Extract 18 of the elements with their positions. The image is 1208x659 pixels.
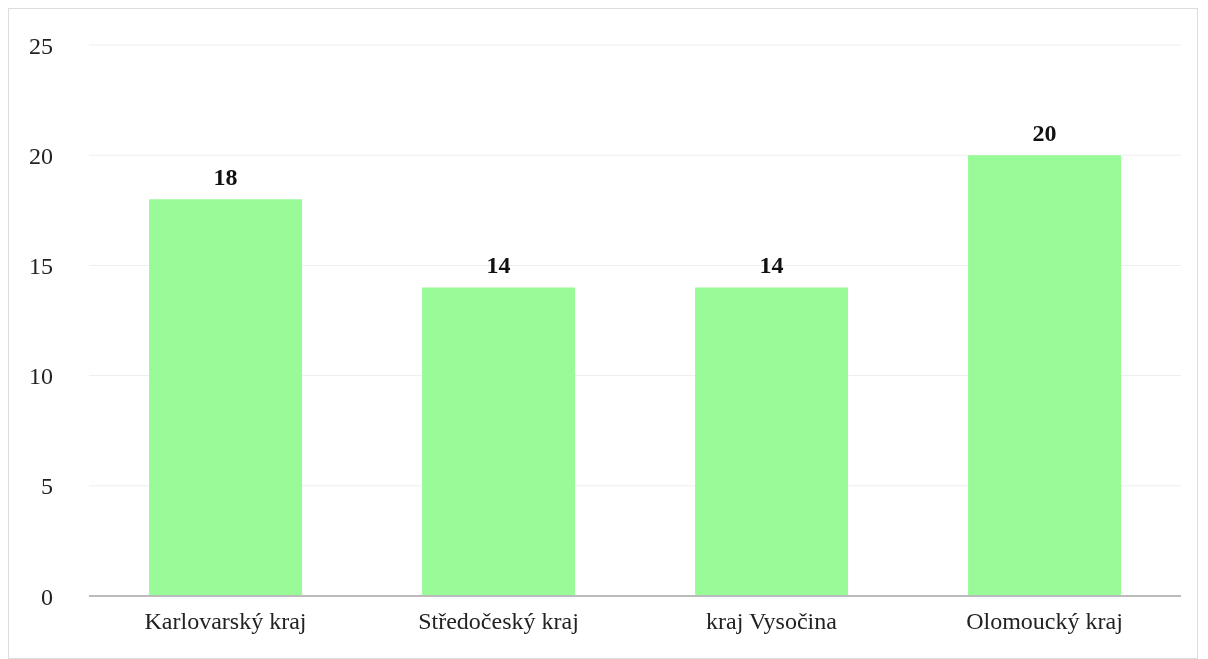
x-tick-label: kraj Vysočina (706, 608, 838, 635)
bar (695, 287, 849, 596)
y-tick-label: 25 (29, 32, 53, 59)
data-label: 18 (213, 164, 238, 191)
data-label: 14 (759, 252, 784, 279)
y-tick-label: 5 (41, 473, 53, 500)
x-tick-label: Středočeský kraj (418, 608, 579, 635)
bar (149, 199, 303, 596)
x-tick-label: Olomoucký kraj (966, 608, 1123, 635)
bar (968, 155, 1122, 596)
data-label: 14 (486, 252, 511, 279)
bar (422, 287, 576, 596)
y-tick-label: 20 (29, 142, 53, 169)
y-tick-label: 15 (29, 252, 53, 279)
y-tick-label: 10 (29, 363, 53, 390)
y-tick-label: 0 (41, 583, 53, 610)
x-tick-label: Karlovarský kraj (144, 608, 307, 635)
data-label: 20 (1032, 120, 1057, 147)
